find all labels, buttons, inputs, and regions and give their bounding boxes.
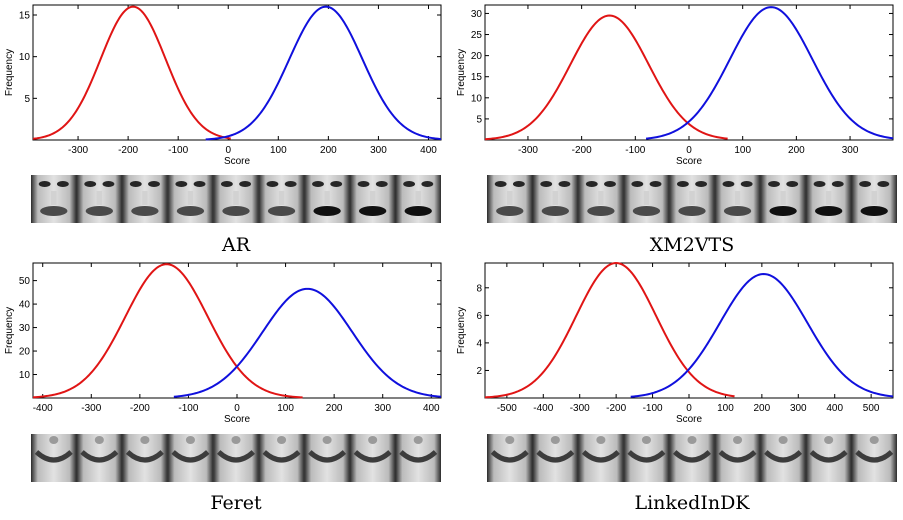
x-tick-label: 100: [717, 403, 734, 414]
y-tick-label: 30: [471, 9, 483, 20]
y-tick-label: 20: [471, 51, 483, 62]
caption-linkedindk: LinkedInDK: [634, 492, 750, 514]
x-tick-label: 300: [374, 403, 391, 414]
caption-xm2vts: XM2VTS: [649, 234, 735, 256]
x-axis-label: Score: [224, 414, 251, 425]
series-red-line: [32, 5, 231, 140]
x-tick-label: -100: [178, 403, 198, 414]
chart-ar-svg: -300 -200 -100 0 100 200 300 400 5 10 15 Score Frequ…: [4, 4, 442, 167]
face-strip-linkedindk: [487, 434, 897, 482]
x-tick-label: -300: [518, 145, 538, 156]
y-axis-label: Frequency: [456, 49, 467, 96]
x-tick-label: 300: [370, 145, 387, 156]
y-axis-label: Frequency: [456, 307, 467, 354]
y-tick-label: 2: [476, 366, 482, 377]
x-tick-label: 300: [842, 145, 859, 156]
x-tick-label: -100: [168, 145, 188, 156]
series-blue-line: [205, 5, 442, 141]
chart-linkedindk-svg: -500 -400 -300 -200 -100 0 100 200 300 400 500 2 4 6 8…: [456, 261, 894, 425]
chart-feret-svg: -400 -300 -200 -100 0 100 200 300 400 10 20 30 40 50 S…: [4, 262, 442, 425]
x-tick-label: 200: [788, 145, 805, 156]
chart-xm2vts-svg: -300 -200 -100 0 100 200 300 5 10 15 20 25 30 Score Fr…: [456, 4, 894, 167]
y-tick-label: 6: [476, 311, 482, 322]
caption-feret: Feret: [210, 492, 262, 514]
y-tick-label: 25: [471, 30, 483, 41]
x-tick-label: 200: [754, 403, 771, 414]
x-tick-label: 200: [320, 145, 337, 156]
x-tick-label: -200: [130, 403, 150, 414]
series-blue-line: [645, 6, 894, 140]
x-tick-label: -200: [572, 145, 592, 156]
x-tick-label: 0: [686, 403, 692, 414]
plot-frame: [32, 4, 442, 141]
chart-xm2vts: -300 -200 -100 0 100 200 300 5 10 15 20 25 30 Score Fr…: [452, 0, 902, 170]
face-strip-image: [31, 434, 441, 482]
y-axis-label: Frequency: [4, 49, 15, 96]
y-tick-label: 40: [19, 300, 31, 311]
x-tick-label: -200: [118, 145, 138, 156]
chart-linkedindk: -500 -400 -300 -200 -100 0 100 200 300 400 500 2 4 6 8…: [452, 258, 902, 428]
x-tick-label: -100: [643, 403, 663, 414]
x-tick-label: -400: [33, 403, 53, 414]
face-strip-image: [487, 175, 897, 223]
x-tick-label: 0: [686, 145, 692, 156]
face-strip-image: [31, 175, 441, 223]
face-strip-ar: [31, 175, 441, 223]
x-axis-label: Score: [676, 156, 703, 167]
x-tick-label: -100: [625, 145, 645, 156]
plot-frame: [484, 262, 894, 399]
y-tick-label: 10: [471, 93, 483, 104]
y-tick-label: 8: [476, 283, 482, 294]
x-axis-label: Score: [676, 414, 703, 425]
y-tick-label: 30: [19, 323, 31, 334]
x-axis-label: Score: [224, 156, 251, 167]
x-tick-label: -200: [606, 403, 626, 414]
y-tick-label: 10: [19, 52, 31, 63]
y-tick-label: 20: [19, 347, 31, 358]
y-tick-label: 5: [476, 114, 482, 125]
face-strip-feret: [31, 434, 441, 482]
y-tick-label: 15: [471, 72, 483, 83]
x-tick-label: -300: [570, 403, 590, 414]
y-tick-label: 50: [19, 276, 31, 287]
x-tick-label: 400: [420, 145, 437, 156]
x-tick-label: 300: [790, 403, 807, 414]
caption-ar: AR: [221, 234, 251, 256]
y-tick-label: 15: [19, 11, 31, 22]
plot-frame: [32, 262, 442, 399]
face-strip-image: [487, 434, 897, 482]
x-tick-label: 200: [326, 403, 343, 414]
series-red-line: [484, 261, 735, 399]
series-blue-line: [173, 287, 442, 398]
x-tick-label: 0: [234, 403, 240, 414]
x-tick-label: 100: [277, 403, 294, 414]
series-blue-line: [630, 273, 894, 398]
x-tick-label: -300: [68, 145, 88, 156]
y-tick-label: 10: [19, 370, 31, 381]
x-tick-label: 400: [826, 403, 843, 414]
x-tick-label: -300: [81, 403, 101, 414]
y-tick-label: 5: [24, 94, 30, 105]
x-tick-label: 100: [734, 145, 751, 156]
y-tick-label: 4: [476, 338, 482, 349]
x-tick-label: -400: [533, 403, 553, 414]
y-axis-label: Frequency: [4, 307, 15, 354]
series-red-line: [32, 263, 303, 399]
chart-feret: -400 -300 -200 -100 0 100 200 300 400 10 20 30 40 50 S…: [0, 258, 450, 428]
x-tick-label: -500: [497, 403, 517, 414]
x-tick-label: 100: [270, 145, 287, 156]
x-tick-label: 500: [863, 403, 880, 414]
x-tick-label: 400: [423, 403, 440, 414]
face-strip-xm2vts: [487, 175, 897, 223]
x-tick-label: 0: [225, 145, 231, 156]
plot-frame: [484, 4, 894, 141]
chart-ar: -300 -200 -100 0 100 200 300 400 5 10 15 Score Frequ…: [0, 0, 450, 170]
